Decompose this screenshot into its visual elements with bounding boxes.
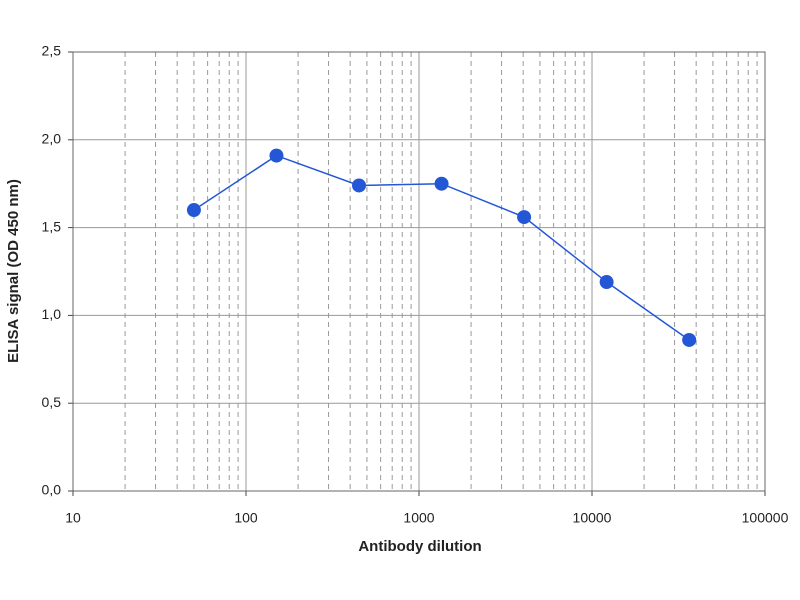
x-tick-label: 10000 (573, 510, 612, 526)
x-tick-label: 10 (65, 510, 81, 526)
y-tick-label: 1,0 (42, 306, 62, 322)
x-axis-title: Antibody dilution (358, 538, 481, 555)
data-point (352, 178, 367, 193)
data-point (186, 203, 201, 218)
plot-frame (72, 51, 766, 492)
x-tick-label: 1000 (403, 510, 434, 526)
data-point (599, 275, 614, 290)
data-point (269, 148, 284, 163)
y-tick-label: 0,0 (42, 482, 62, 498)
y-tick-label: 1,5 (42, 218, 62, 234)
y-tick-label: 0,5 (42, 394, 62, 410)
y-tick-label: 2,0 (42, 131, 62, 147)
data-point (682, 332, 697, 347)
data-point (517, 210, 532, 225)
x-tick-label: 100000 (742, 510, 789, 526)
y-tick-label: 2,5 (42, 43, 62, 59)
y-axis-title: ELISA signal (OD 450 nm) (5, 179, 22, 363)
data-point (434, 176, 449, 191)
x-tick-label: 100 (234, 510, 258, 526)
